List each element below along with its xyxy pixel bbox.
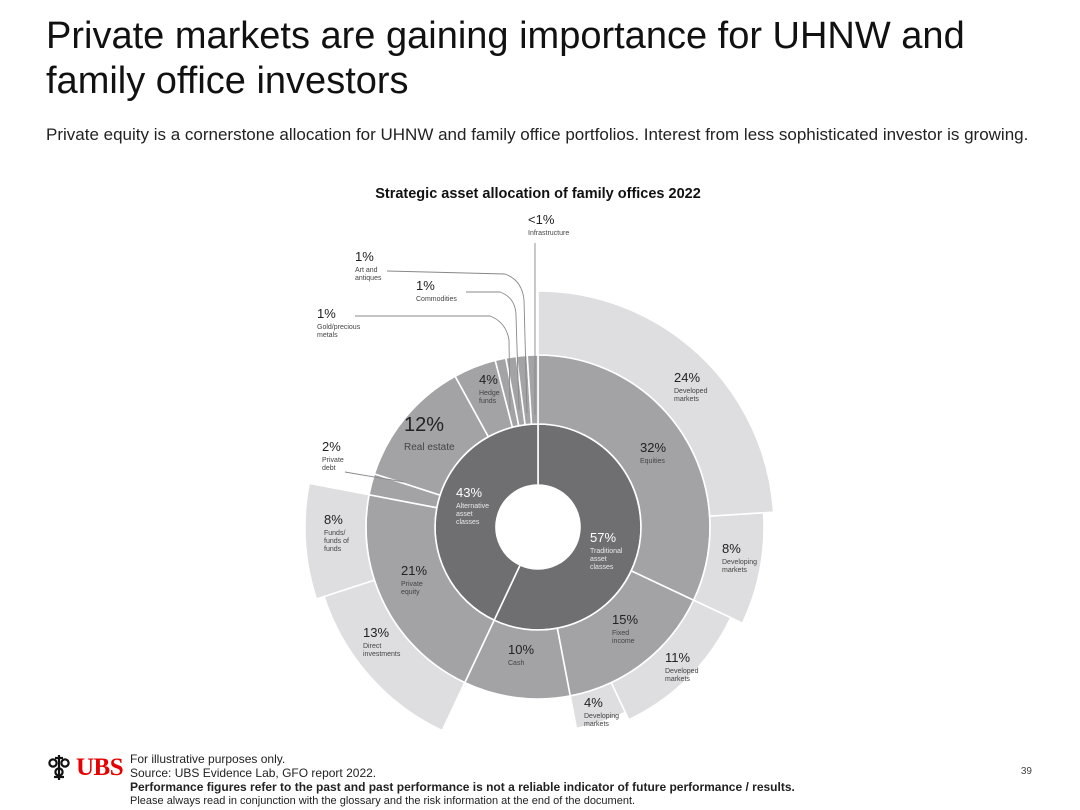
label-text-funds-funds-of-funds: Funds/ xyxy=(324,530,345,537)
label-text-private-equity-1: equity xyxy=(401,589,420,596)
label-text-gold-precious-metals: Gold/precious xyxy=(317,324,361,331)
label-text-infrastructure: Infrastructure xyxy=(528,230,569,237)
label-value-traditional-asset-classes: 57% xyxy=(590,530,616,545)
label-value-equities: 32% xyxy=(640,440,666,455)
label-text-art-and-antiques-1: antiques xyxy=(355,275,382,282)
label-text-hedge-funds-1: funds xyxy=(479,398,497,405)
label-text-traditional-asset-classes-2: classes xyxy=(590,564,614,571)
label-text-private-debt-1: debt xyxy=(322,465,336,472)
footer-disclaimer: Performance figures refer to the past an… xyxy=(130,780,795,794)
label-text-alternative-asset-classes-2: classes xyxy=(456,519,480,526)
label-text-developed-markets: Developed xyxy=(665,668,699,675)
leader-private-debt xyxy=(344,471,405,483)
label-value-art-and-antiques: 1% xyxy=(355,249,374,264)
label-value-alternative-asset-classes: 43% xyxy=(456,485,482,500)
label-value-hedge-funds: 4% xyxy=(479,372,498,387)
outer-segment-developed-markets-2 xyxy=(610,599,732,721)
label-text-developed-markets-1: markets xyxy=(674,396,699,403)
label-text-traditional-asset-classes: Traditional xyxy=(590,548,623,555)
label-value-real-estate: 12% xyxy=(404,414,444,436)
page-number: 39 xyxy=(1020,766,1032,777)
label-value-developed-markets: 24% xyxy=(674,370,700,385)
label-text-direct-investments-1: investments xyxy=(363,651,401,658)
outer-segment-developing-markets-1 xyxy=(692,511,765,625)
label-value-developed-markets: 11% xyxy=(665,650,690,665)
label-value-gold-precious-metals: 1% xyxy=(317,306,336,321)
label-value-developing-markets: 8% xyxy=(722,541,741,556)
slide-subtitle: Private equity is a cornerstone allocati… xyxy=(46,125,1029,144)
label-text-funds-funds-of-funds-2: funds xyxy=(324,546,342,553)
outer-segment-developing-markets-3 xyxy=(569,681,627,730)
label-text-real-estate: Real estate xyxy=(404,442,455,453)
outer-segment-developed-markets-0 xyxy=(537,290,775,518)
label-value-infrastructure: <1% xyxy=(528,212,555,227)
outer-segment-funds-funds-of-funds-5 xyxy=(304,482,376,601)
footer-note: For illustrative purposes only. xyxy=(130,752,286,766)
label-text-developed-markets-1: markets xyxy=(665,676,690,683)
label-value-commodities: 1% xyxy=(416,278,435,293)
label-text-private-equity: Private xyxy=(401,581,423,588)
label-text-hedge-funds: Hedge xyxy=(479,390,500,397)
leader-art-and-antiques xyxy=(386,270,528,414)
label-text-art-and-antiques: Art and xyxy=(355,267,378,274)
ubs-logo: UBS xyxy=(44,752,126,782)
label-value-private-equity: 21% xyxy=(401,563,427,578)
chart-title: Strategic asset allocation of family off… xyxy=(375,186,701,202)
label-value-developing-markets: 4% xyxy=(584,695,603,710)
label-text-commodities: Commodities xyxy=(416,296,457,303)
footer-glossary: Please always read in conjunction with t… xyxy=(130,795,636,807)
slide-title: Private markets are gaining importance f… xyxy=(46,15,965,102)
label-text-developing-markets: Developing xyxy=(722,559,757,566)
label-text-equities: Equities xyxy=(640,458,665,465)
label-value-direct-investments: 13% xyxy=(363,625,389,640)
label-text-private-debt: Private xyxy=(322,457,344,464)
label-value-funds-funds-of-funds: 8% xyxy=(324,512,343,527)
label-text-direct-investments: Direct xyxy=(363,643,381,650)
label-text-developing-markets-1: markets xyxy=(722,567,747,574)
label-value-fixed-income: 15% xyxy=(612,612,638,627)
label-text-fixed-income: Fixed xyxy=(612,630,629,637)
label-text-developing-markets: Developing xyxy=(584,713,619,720)
leader-commodities xyxy=(466,291,520,411)
footer-source: Source: UBS Evidence Lab, GFO report 202… xyxy=(130,766,377,780)
brand-name: UBS xyxy=(76,754,124,781)
label-text-developing-markets-1: markets xyxy=(584,721,609,728)
label-text-alternative-asset-classes-1: asset xyxy=(456,511,473,518)
label-text-fixed-income-1: income xyxy=(612,638,635,645)
label-text-developed-markets: Developed xyxy=(674,388,708,395)
label-value-private-debt: 2% xyxy=(322,439,341,454)
label-text-gold-precious-metals-1: metals xyxy=(317,332,338,339)
label-text-alternative-asset-classes: Alternative xyxy=(456,503,489,510)
label-text-traditional-asset-classes-1: asset xyxy=(590,556,607,563)
leader-gold-precious-metals xyxy=(355,315,511,411)
label-value-cash: 10% xyxy=(508,642,534,657)
label-text-cash: Cash xyxy=(508,660,524,667)
ubs-keys-icon xyxy=(48,755,70,780)
label-text-funds-funds-of-funds-1: funds of xyxy=(324,538,349,545)
